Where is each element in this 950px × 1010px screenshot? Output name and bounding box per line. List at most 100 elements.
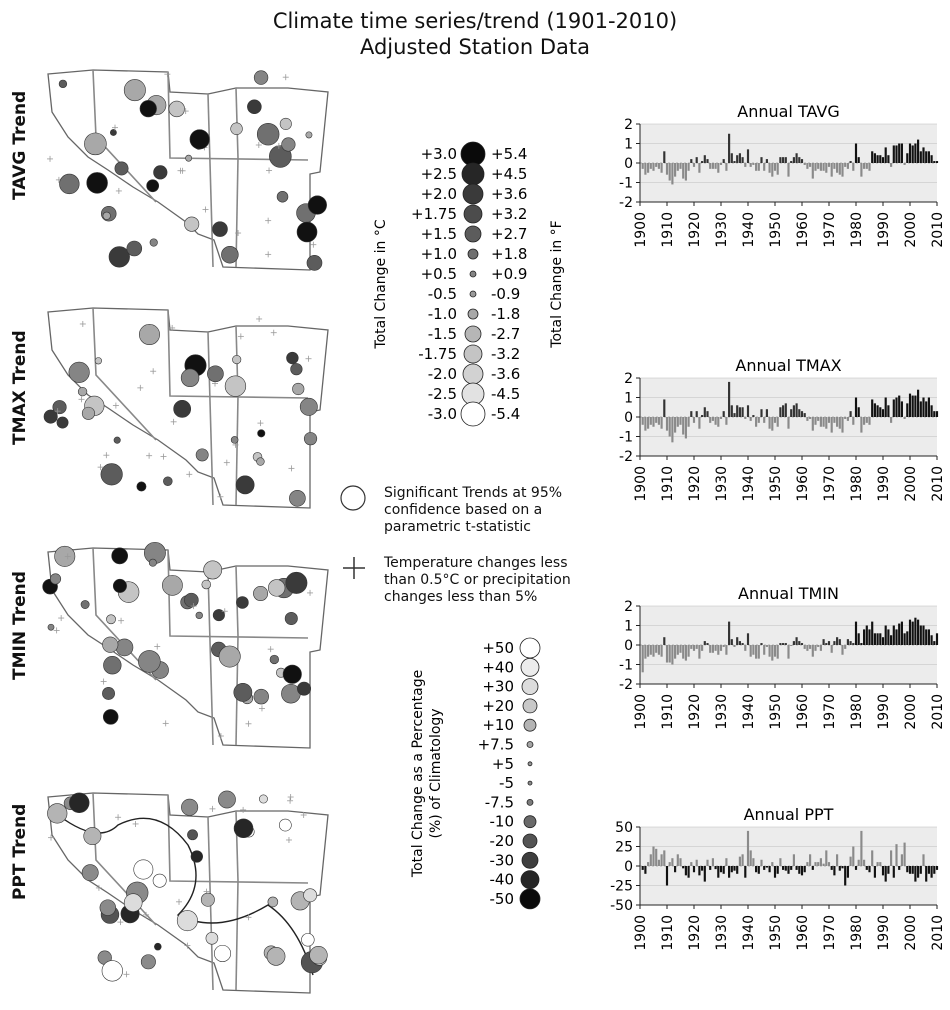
- bar: [776, 417, 779, 427]
- station-circle: [281, 137, 296, 152]
- bar: [687, 645, 690, 657]
- bar: [722, 411, 725, 417]
- bar: [655, 417, 658, 423]
- station-circle: [126, 240, 143, 257]
- bar: [671, 858, 674, 866]
- x-tick-label: 1930: [714, 466, 730, 502]
- station-circle: [43, 409, 58, 424]
- bar: [755, 645, 758, 659]
- bar: [844, 417, 847, 419]
- bar: [714, 645, 717, 651]
- station-circle: [146, 179, 160, 193]
- bar: [830, 163, 833, 177]
- bar: [876, 155, 879, 163]
- bar: [833, 417, 836, 423]
- bar: [833, 641, 836, 645]
- plus-icon: [245, 720, 252, 727]
- bar: [709, 417, 712, 423]
- legend-size-circle: [463, 344, 483, 364]
- bar: [827, 163, 831, 167]
- station-circle: [113, 436, 121, 444]
- bar: [879, 633, 882, 645]
- map-tmin: [42, 541, 329, 749]
- plus-icon: [310, 241, 317, 248]
- legend-size-circle: [467, 248, 479, 260]
- bar: [738, 856, 741, 866]
- y-tick-label: 0: [624, 410, 633, 426]
- station-circle: [256, 457, 265, 466]
- bar: [795, 403, 798, 417]
- bar: [679, 417, 682, 425]
- station-circle: [269, 654, 279, 665]
- bar: [863, 859, 866, 866]
- bar: [857, 859, 860, 866]
- bar: [846, 163, 849, 169]
- bar: [854, 143, 858, 163]
- bar: [668, 163, 671, 181]
- x-tick-label: 1910: [660, 466, 676, 502]
- legend-fahrenheit-value: -5.4: [491, 405, 520, 423]
- bar: [925, 629, 928, 645]
- bar: [698, 163, 701, 173]
- bar: [641, 866, 644, 870]
- legend-percent-value: +50: [482, 639, 514, 657]
- legend-celsius-value: -3.0: [428, 405, 457, 423]
- bar: [752, 163, 755, 165]
- station-circle: [56, 416, 69, 429]
- plus-icon: [103, 452, 110, 459]
- bar: [663, 637, 666, 645]
- station-circle: [59, 173, 80, 195]
- bar: [692, 866, 696, 873]
- station-circle: [84, 132, 107, 156]
- x-tick-label: 1930: [714, 694, 730, 730]
- bar: [687, 866, 690, 878]
- bar: [895, 145, 898, 163]
- station-circle: [81, 864, 99, 882]
- bar: [765, 866, 768, 868]
- bar: [665, 645, 669, 663]
- x-tick-label: 2000: [903, 915, 919, 951]
- bar: [744, 417, 747, 419]
- bar: [819, 417, 822, 427]
- bar: [665, 417, 669, 431]
- station-circle: [236, 596, 249, 609]
- legend-celsius-value: +3.0: [421, 145, 457, 163]
- bar: [860, 830, 863, 866]
- bar: [641, 417, 644, 425]
- bar: [733, 413, 736, 417]
- bar: [911, 866, 914, 874]
- station-circle: [176, 910, 198, 932]
- bar: [784, 866, 787, 871]
- legend-percent-value: +7.5: [478, 736, 514, 754]
- station-circle: [201, 579, 212, 590]
- station-circle: [195, 448, 209, 462]
- region-outline: [47, 792, 329, 994]
- state-border: [207, 93, 214, 268]
- station-circle: [253, 688, 269, 705]
- bar: [838, 163, 841, 175]
- x-tick-label: 1970: [822, 212, 838, 248]
- bar: [684, 417, 687, 439]
- station-circle: [289, 489, 306, 507]
- station-circle: [180, 368, 200, 388]
- bar: [668, 645, 671, 663]
- legend-fahrenheit-value: +3.6: [491, 185, 527, 203]
- bar: [876, 633, 879, 645]
- bar: [768, 417, 771, 429]
- bar: [690, 645, 693, 649]
- bar: [892, 866, 895, 878]
- bar: [809, 645, 812, 649]
- bar: [900, 143, 903, 163]
- chart-title: Annual TAVG: [737, 102, 840, 121]
- legend-percent-value: -10: [490, 813, 515, 831]
- y-tick-label: 1: [624, 391, 633, 407]
- legend-size-circle: [523, 815, 537, 829]
- legend-fahrenheit-value: -3.6: [491, 365, 520, 383]
- station-circle: [101, 960, 123, 982]
- bar: [771, 163, 774, 177]
- legend-size-circle: [462, 363, 484, 385]
- bar: [779, 407, 782, 417]
- bar: [665, 866, 669, 886]
- bar: [695, 645, 698, 649]
- bar: [701, 161, 704, 163]
